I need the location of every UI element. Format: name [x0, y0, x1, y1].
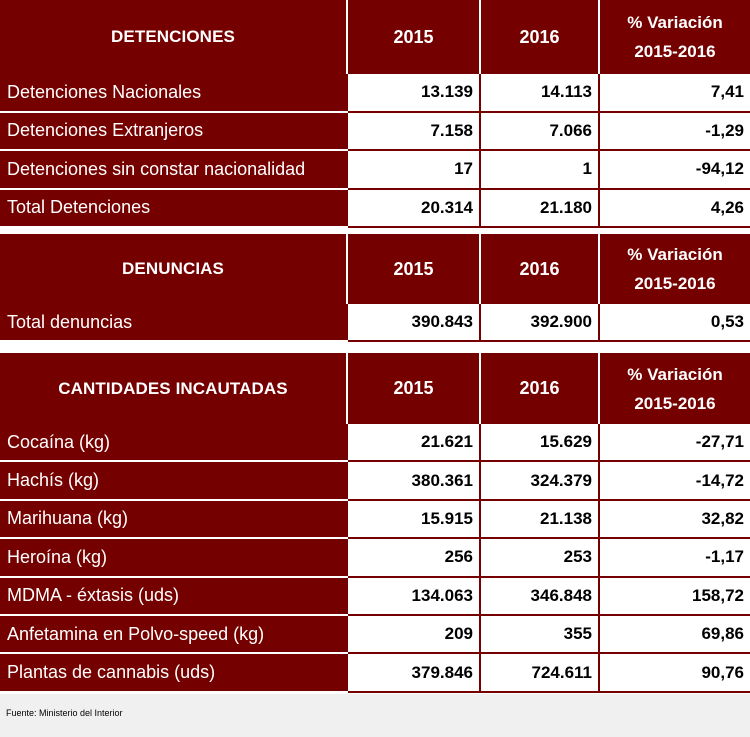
value-2015: 17: [348, 151, 481, 190]
value-2016: 15.629: [481, 424, 600, 463]
value-2016: 346.848: [481, 577, 600, 616]
cantidades-header-variation: % Variación 2015-2016: [600, 353, 750, 424]
variation-value: 0,53: [600, 304, 750, 342]
variation-value: 7,41: [600, 74, 750, 113]
variation-value: 90,76: [600, 654, 750, 693]
cantidades-header-row: CANTIDADES INCAUTADAS 2015 2016 % Variac…: [0, 353, 750, 424]
value-2015: 7.158: [348, 112, 481, 151]
value-2016: 1: [481, 151, 600, 190]
row-label: Total Detenciones: [0, 189, 348, 228]
value-2015: 15.915: [348, 500, 481, 540]
variation-value: -1,29: [600, 112, 750, 151]
variation-label-line1: % Variación: [627, 13, 723, 32]
value-2016: 7.066: [481, 112, 600, 151]
variation-value: 158,72: [600, 577, 750, 616]
variation-label-line2: 2015-2016: [634, 42, 716, 61]
table-row: Total Detenciones 20.314 21.180 4,26: [0, 189, 750, 228]
row-label: Detenciones sin constar nacionalidad: [0, 151, 348, 190]
value-2016: 724.611: [481, 654, 600, 693]
variation-value: -27,71: [600, 424, 750, 463]
variation-value: 4,26: [600, 189, 750, 228]
table-row: MDMA - éxtasis (uds) 134.063 346.848 158,72: [0, 577, 750, 616]
source-note: Fuente: Ministerio del Interior: [6, 708, 123, 718]
denuncias-header-2015: 2015: [348, 234, 481, 304]
section-gap: [0, 342, 750, 353]
value-2016: 21.180: [481, 189, 600, 228]
denuncias-header-variation: % Variación 2015-2016: [600, 234, 750, 304]
value-2015: 209: [348, 616, 481, 655]
denuncias-header-row: DENUNCIAS 2015 2016 % Variación 2015-201…: [0, 234, 750, 304]
row-label: Heroína (kg): [0, 539, 348, 578]
variation-value: -1,17: [600, 539, 750, 578]
table-row: Hachís (kg) 380.361 324.379 -14,72: [0, 462, 750, 501]
row-label: MDMA - éxtasis (uds): [0, 577, 348, 616]
cantidades-header-title: CANTIDADES INCAUTADAS: [0, 353, 348, 424]
row-label: Detenciones Extranjeros: [0, 112, 348, 151]
row-label: Cocaína (kg): [0, 424, 348, 463]
value-2016: 355: [481, 616, 600, 655]
variation-label-line1: % Variación: [627, 364, 723, 384]
table-row: Total denuncias 390.843 392.900 0,53: [0, 304, 750, 342]
row-label: Total denuncias: [0, 304, 348, 342]
value-2016: 324.379: [481, 462, 600, 501]
cantidades-header-2016: 2016: [481, 353, 600, 424]
value-2015: 379.846: [348, 654, 481, 693]
variation-value: -94,12: [600, 151, 750, 190]
table-row: Cocaína (kg) 21.621 15.629 -27,71: [0, 424, 750, 463]
cantidades-table: CANTIDADES INCAUTADAS 2015 2016 % Variac…: [0, 353, 750, 693]
variation-label-line2: 2015-2016: [634, 274, 716, 293]
detenciones-header-2015: 2015: [348, 0, 481, 74]
cantidades-title-text: CANTIDADES INCAUTADAS: [58, 378, 288, 398]
value-2015: 390.843: [348, 304, 481, 342]
table-row: Heroína (kg) 256 253 -1,17: [0, 539, 750, 578]
value-2015: 13.139: [348, 74, 481, 113]
value-2015: 380.361: [348, 462, 481, 501]
value-2016: 21.138: [481, 500, 600, 540]
detenciones-header-2016: 2016: [481, 0, 600, 74]
value-2015: 256: [348, 539, 481, 578]
table-row: Detenciones sin constar nacionalidad 17 1-…: [0, 151, 750, 190]
value-2016: 14.113: [481, 74, 600, 113]
table-row: Anfetamina en Polvo-speed (kg) 209 355 69,8…: [0, 616, 750, 655]
cantidades-header-2015: 2015: [348, 353, 481, 424]
section-gap: [0, 228, 750, 234]
value-2015: 20.314: [348, 189, 481, 228]
denuncias-header-title: DENUNCIAS: [0, 234, 348, 304]
detenciones-header-title: DETENCIONES: [0, 0, 348, 74]
detenciones-table: DETENCIONES 2015 2016 % Variación 2015-2…: [0, 0, 750, 228]
variation-label-line1: % Variación: [627, 245, 723, 264]
table-row: Plantas de cannabis (uds) 379.846 724.611 9…: [0, 654, 750, 693]
value-2016: 253: [481, 539, 600, 578]
value-2015: 21.621: [348, 424, 481, 463]
row-label: Marihuana (kg): [0, 500, 348, 540]
row-label: Plantas de cannabis (uds): [0, 654, 348, 693]
variation-label-line2: 2015-2016: [634, 393, 716, 413]
value-2015: 134.063: [348, 577, 481, 616]
denuncias-header-2016: 2016: [481, 234, 600, 304]
denuncias-title-text: DENUNCIAS: [122, 259, 224, 278]
row-label: Hachís (kg): [0, 462, 348, 501]
table-row: Detenciones Nacionales 13.139 14.113 7,41: [0, 74, 750, 113]
row-label: Anfetamina en Polvo-speed (kg): [0, 616, 348, 655]
detenciones-header-row: DETENCIONES 2015 2016 % Variación 2015-2…: [0, 0, 750, 74]
detenciones-header-variation: % Variación 2015-2016: [600, 0, 750, 74]
variation-value: -14,72: [600, 462, 750, 501]
value-2016: 392.900: [481, 304, 600, 342]
denuncias-table: DENUNCIAS 2015 2016 % Variación 2015-201…: [0, 234, 750, 342]
detenciones-title-text: DETENCIONES: [111, 27, 235, 46]
table-row: Detenciones Extranjeros 7.158 7.066 -1,29: [0, 112, 750, 151]
footer: Fuente: Ministerio del Interior: [0, 694, 750, 737]
variation-value: 32,82: [600, 500, 750, 540]
variation-value: 69,86: [600, 616, 750, 655]
row-label: Detenciones Nacionales: [0, 74, 348, 113]
table-row: Marihuana (kg) 15.915 21.138 32,82: [0, 500, 750, 540]
